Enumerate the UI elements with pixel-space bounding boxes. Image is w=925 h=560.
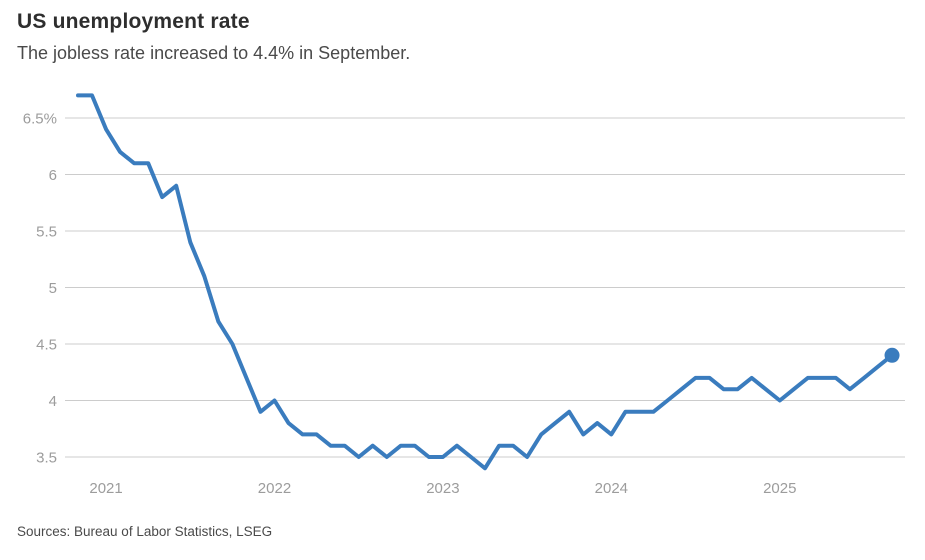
- x-axis-tick-label: 2022: [258, 480, 291, 497]
- x-axis-tick-label: 2023: [426, 480, 459, 497]
- x-axis-tick-label: 2021: [89, 480, 122, 497]
- x-axis-tick-label: 2025: [763, 480, 796, 497]
- chart-subtitle: The jobless rate increased to 4.4% in Se…: [17, 43, 411, 63]
- y-axis-tick-label: 6: [49, 167, 57, 184]
- chart-header: US unemployment rate The jobless rate in…: [17, 10, 897, 64]
- unemployment-rate-line: [76, 93, 894, 471]
- y-axis-tick-label: 4.5: [36, 336, 57, 353]
- x-axis-tick-label: 2024: [595, 480, 628, 497]
- y-axis-tick-label: 5: [49, 280, 57, 297]
- y-axis-tick-label: 3.5: [36, 449, 57, 466]
- endpoint-marker: [884, 347, 900, 363]
- source-note: Sources: Bureau of Labor Statistics, LSE…: [17, 524, 273, 539]
- y-axis-tick-label: 5.5: [36, 223, 57, 240]
- y-axis-tick-label: 4: [49, 393, 57, 410]
- y-axis-tick-label: 6.5%: [23, 110, 57, 127]
- chart-title: US unemployment rate: [17, 10, 250, 33]
